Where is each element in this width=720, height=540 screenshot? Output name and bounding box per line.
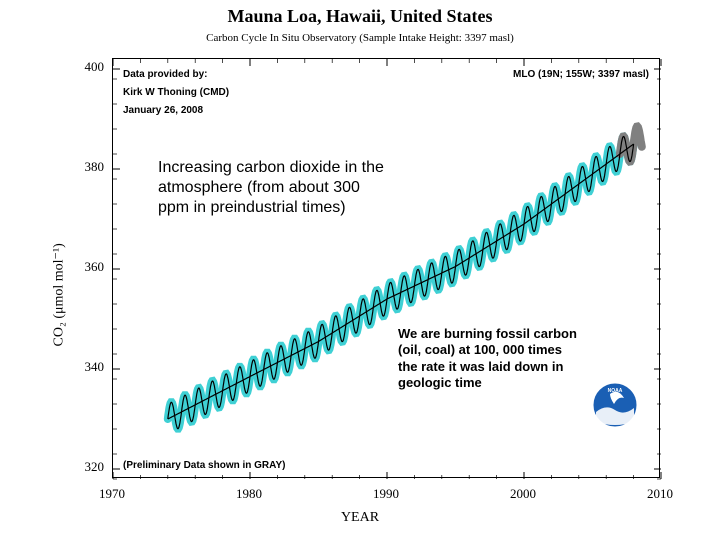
meta-date: January 26, 2008 <box>123 105 203 116</box>
y-tick: 340 <box>62 359 104 375</box>
chart-subtitle: Carbon Cycle In Situ Observatory (Sample… <box>0 32 720 44</box>
x-axis-label: YEAR <box>0 510 720 526</box>
svg-text:NOAA: NOAA <box>608 388 623 394</box>
y-tick: 320 <box>62 459 104 475</box>
meta-provided-by: Data provided by: <box>123 69 207 80</box>
meta-prelim-note: (Preliminary Data shown in GRAY) <box>123 460 285 471</box>
x-tick: 2000 <box>498 486 548 502</box>
x-tick: 1970 <box>87 486 137 502</box>
chart-title: Mauna Loa, Hawaii, United States <box>0 6 720 27</box>
x-tick: 2010 <box>635 486 685 502</box>
x-tick: 1980 <box>224 486 274 502</box>
chart-container: Mauna Loa, Hawaii, United States Carbon … <box>0 0 720 540</box>
x-tick: 1990 <box>361 486 411 502</box>
y-tick: 360 <box>62 259 104 275</box>
plot-area: Data provided by: Kirk W Thoning (CMD) J… <box>112 58 660 478</box>
meta-station: MLO (19N; 155W; 3397 masl) <box>513 69 649 80</box>
noaa-logo-icon: NOAA <box>592 382 638 428</box>
annotation-preindustrial: Increasing carbon dioxide in the atmosph… <box>150 152 400 224</box>
annotation-fossil-rate: We are burning fossil carbon (oil, coal)… <box>390 320 590 397</box>
y-tick: 400 <box>62 59 104 75</box>
meta-author: Kirk W Thoning (CMD) <box>123 87 229 98</box>
y-tick: 380 <box>62 159 104 175</box>
data-series-svg <box>113 59 661 479</box>
